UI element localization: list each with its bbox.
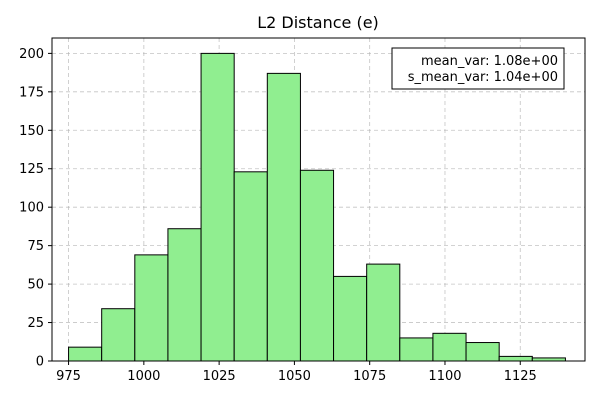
x-tick-label: 1050 [278, 369, 311, 384]
x-tick-label: 1025 [203, 369, 236, 384]
chart-title: L2 Distance (e) [257, 13, 379, 32]
x-tick-label: 1100 [428, 369, 461, 384]
plot-frame [51, 37, 586, 362]
histogram-bars [68, 52, 566, 362]
annotation-mean-var: mean_var: 1.08e+00 [421, 54, 558, 69]
y-tick-label: 175 [19, 85, 44, 100]
histogram-bar-9 [333, 275, 368, 362]
x-tick-label: 1075 [353, 369, 386, 384]
annotation-frame [391, 47, 565, 90]
histogram-bar-10 [366, 263, 401, 362]
x-tick-label: 1000 [127, 369, 160, 384]
y-tick-label: 100 [19, 201, 44, 216]
y-tick-label: 150 [19, 124, 44, 139]
y-tick-label: 50 [27, 278, 44, 293]
annotation-s-mean-var: s_mean_var: 1.04e+00 [408, 70, 558, 85]
x-axis-ticks: 975 1000 1025 1050 1075 1100 1125 [56, 361, 537, 384]
y-tick-label: 125 [19, 162, 44, 177]
histogram-bar-6 [233, 171, 268, 362]
histogram-bar-8 [299, 169, 335, 362]
x-tick-label: 975 [56, 369, 81, 384]
y-tick-label: 25 [27, 316, 44, 331]
stats-annotation-box: mean_var: 1.08e+00 s_mean_var: 1.04e+00 [391, 47, 565, 90]
histogram-bar-11 [399, 337, 434, 362]
y-tick-label: 0 [36, 355, 44, 370]
histogram-bar-5 [200, 52, 235, 362]
histogram-bar-7 [266, 72, 301, 362]
histogram-bar-3 [134, 254, 169, 362]
y-tick-label: 75 [27, 239, 44, 254]
histogram-bar-4 [167, 228, 202, 362]
x-tick-label: 1125 [504, 369, 537, 384]
axes [51, 37, 586, 362]
histogram-bar-14 [498, 355, 533, 362]
histogram-bar-12 [432, 332, 467, 362]
y-axis-ticks: 0 25 50 75 100 125 150 175 200 [19, 47, 52, 370]
histogram-bar-13 [465, 342, 500, 362]
y-tick-label: 200 [19, 47, 44, 62]
histogram-bar-2 [101, 308, 136, 362]
histogram-bar-1 [68, 346, 103, 362]
